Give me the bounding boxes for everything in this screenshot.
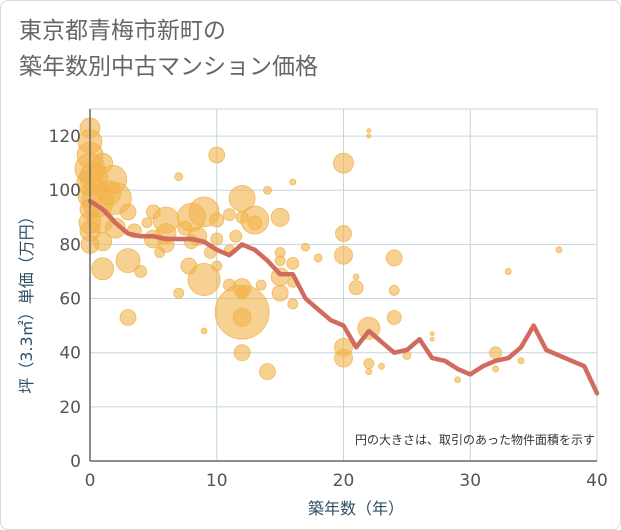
tick-labels: 0 20 40 60 80 100 120 0 10 20 30 40 bbox=[49, 127, 608, 491]
x-tick-label: 10 bbox=[206, 471, 228, 491]
trend-line-layer bbox=[87, 198, 600, 396]
data-bubble bbox=[263, 185, 272, 195]
y-axis-label: 坪（3.3㎡）単価（万円） bbox=[17, 208, 36, 393]
data-bubble bbox=[378, 362, 385, 370]
data-bubble bbox=[555, 246, 563, 254]
bubble-size-note: 円の大きさは、取引のあった物件面積を示す bbox=[355, 432, 595, 447]
data-bubble bbox=[91, 257, 115, 281]
data-bubble bbox=[492, 365, 500, 373]
x-tick-label: 40 bbox=[586, 471, 608, 491]
data-bubble bbox=[200, 327, 208, 335]
x-tick-label: 0 bbox=[85, 471, 96, 491]
average-price-line bbox=[87, 198, 600, 396]
data-bubble bbox=[385, 249, 403, 267]
data-bubble bbox=[334, 348, 353, 368]
chart-title: 東京都青梅市新町の 築年数別中古マンション価格 bbox=[19, 13, 318, 85]
data-bubble bbox=[187, 263, 221, 296]
data-bubble bbox=[333, 152, 354, 174]
data-bubble bbox=[335, 225, 352, 242]
data-bubble bbox=[209, 212, 225, 228]
data-bubble bbox=[134, 265, 148, 278]
data-bubble bbox=[365, 368, 373, 376]
y-tick-label: 60 bbox=[59, 290, 81, 310]
data-bubble bbox=[255, 279, 267, 291]
data-bubble bbox=[232, 308, 252, 327]
data-bubble bbox=[286, 256, 300, 270]
y-tick-label: 0 bbox=[70, 452, 81, 472]
data-bubble bbox=[517, 357, 525, 365]
data-bubble bbox=[174, 172, 184, 182]
data-bubble bbox=[223, 208, 236, 222]
x-tick-label: 30 bbox=[459, 471, 481, 491]
data-bubble bbox=[270, 207, 290, 227]
data-bubble bbox=[247, 215, 263, 231]
data-bubble bbox=[259, 363, 276, 381]
data-bubble bbox=[119, 203, 137, 221]
data-bubble bbox=[228, 184, 256, 212]
data-bubble bbox=[211, 260, 223, 272]
data-bubble bbox=[115, 248, 141, 274]
y-tick-label: 120 bbox=[49, 127, 81, 147]
data-bubble bbox=[366, 133, 372, 139]
data-bubble bbox=[104, 217, 126, 239]
data-bubble bbox=[429, 331, 435, 337]
data-bubble bbox=[301, 242, 310, 252]
data-bubble bbox=[363, 358, 375, 369]
data-bubble bbox=[92, 152, 114, 174]
data-bubble bbox=[366, 128, 372, 134]
data-bubble bbox=[352, 273, 360, 281]
x-tick-label: 20 bbox=[333, 471, 355, 491]
data-bubble bbox=[274, 255, 286, 267]
chart-axes bbox=[89, 109, 597, 462]
y-tick-label: 80 bbox=[59, 235, 81, 255]
data-bubble bbox=[210, 232, 224, 246]
data-bubble bbox=[141, 217, 153, 229]
x-axis-label: 築年数（年） bbox=[308, 499, 404, 518]
y-tick-label: 40 bbox=[59, 344, 81, 364]
data-bubble bbox=[235, 286, 249, 300]
data-bubble bbox=[119, 309, 137, 326]
data-bubble bbox=[289, 178, 297, 186]
data-bubble bbox=[489, 346, 503, 360]
data-bubble bbox=[313, 253, 323, 263]
data-bubble bbox=[429, 336, 435, 342]
chart-title-line2: 築年数別中古マンション価格 bbox=[19, 54, 318, 80]
data-bubble bbox=[334, 245, 353, 265]
data-bubble bbox=[235, 210, 249, 224]
data-bubble bbox=[177, 220, 193, 236]
bubble-layer bbox=[74, 117, 563, 384]
data-bubble bbox=[145, 204, 161, 220]
data-bubble bbox=[454, 376, 461, 384]
data-bubble bbox=[271, 284, 289, 302]
data-bubble bbox=[287, 298, 299, 310]
data-bubble bbox=[96, 180, 122, 206]
data-bubble bbox=[223, 278, 236, 292]
data-bubble bbox=[348, 280, 364, 296]
data-bubble bbox=[386, 310, 402, 325]
data-bubble bbox=[173, 287, 185, 299]
data-bubble bbox=[93, 232, 113, 252]
chart-title-line1: 東京都青梅市新町の bbox=[19, 18, 226, 44]
data-bubble bbox=[504, 268, 512, 275]
data-bubble bbox=[388, 285, 400, 296]
y-tick-label: 100 bbox=[49, 181, 81, 201]
data-bubble bbox=[229, 229, 243, 243]
data-bubble bbox=[208, 146, 226, 164]
data-bubble bbox=[180, 257, 198, 275]
data-bubble bbox=[154, 247, 166, 258]
y-tick-label: 20 bbox=[59, 398, 81, 418]
data-bubble bbox=[233, 344, 251, 362]
